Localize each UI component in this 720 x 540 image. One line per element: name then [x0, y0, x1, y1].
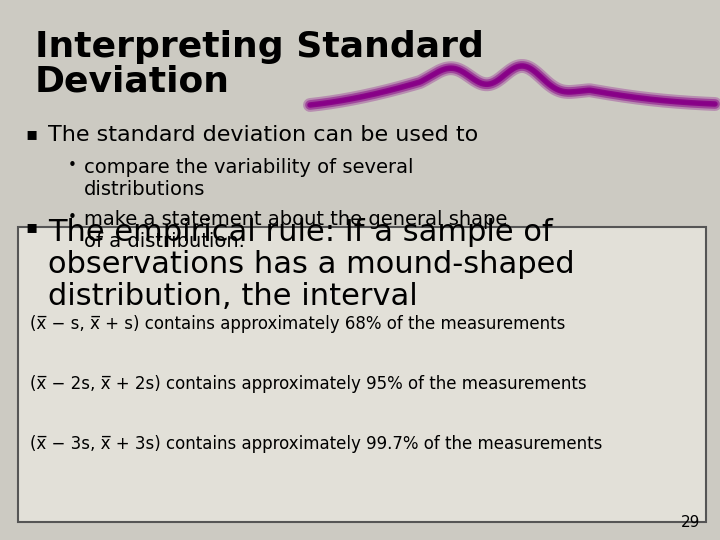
Text: The standard deviation can be used to: The standard deviation can be used to [48, 125, 478, 145]
Text: (x̅ − 2s, x̅ + 2s) contains approximately 95% of the measurements: (x̅ − 2s, x̅ + 2s) contains approximatel… [30, 375, 587, 393]
Text: •: • [68, 158, 77, 173]
Text: compare the variability of several: compare the variability of several [84, 158, 413, 177]
Text: •: • [68, 210, 77, 225]
Text: (x̅ − 3s, x̅ + 3s) contains approximately 99.7% of the measurements: (x̅ − 3s, x̅ + 3s) contains approximatel… [30, 435, 603, 453]
FancyBboxPatch shape [18, 227, 706, 522]
Text: of a distribution.: of a distribution. [84, 232, 245, 251]
Text: The empirical rule: If a sample of: The empirical rule: If a sample of [48, 218, 553, 247]
Text: make a statement about the general shape: make a statement about the general shape [84, 210, 508, 229]
Text: 29: 29 [680, 515, 700, 530]
Text: observations has a mound-shaped: observations has a mound-shaped [48, 250, 575, 279]
Text: (x̅ − s, x̅ + s) contains approximately 68% of the measurements: (x̅ − s, x̅ + s) contains approximately … [30, 315, 565, 333]
Text: ▪: ▪ [25, 218, 37, 236]
Text: Interpreting Standard: Interpreting Standard [35, 30, 484, 64]
Text: distribution, the interval: distribution, the interval [48, 282, 418, 311]
Text: Deviation: Deviation [35, 65, 230, 99]
Text: ▪: ▪ [25, 125, 37, 143]
Text: distributions: distributions [84, 180, 205, 199]
